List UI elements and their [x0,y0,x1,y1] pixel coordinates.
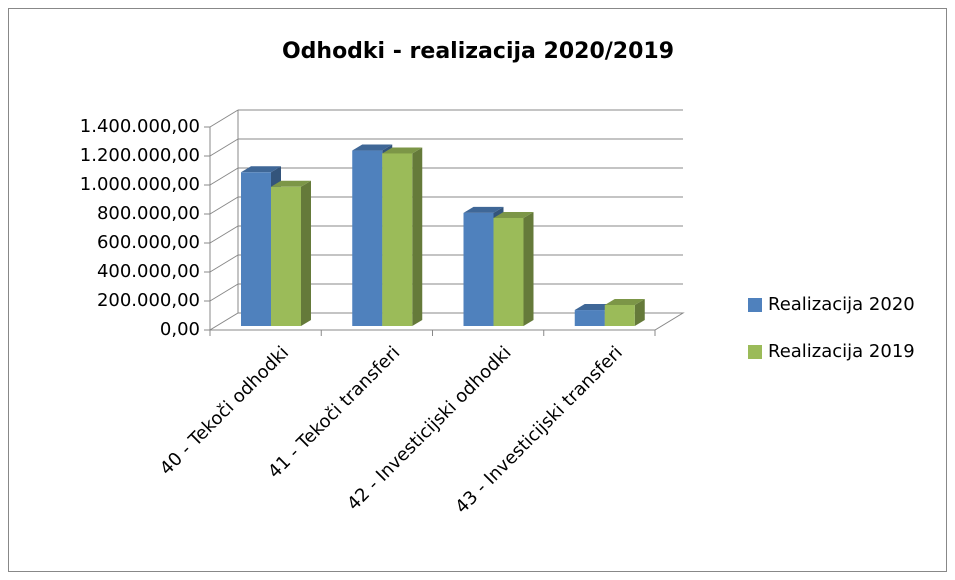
grid-line [209,138,239,157]
bar [352,150,383,326]
legend-swatch [748,345,762,359]
y-tick-label: 1.200.000,00 [80,145,200,166]
bar-side [301,180,311,326]
bar-side [412,147,423,326]
bar-top [241,166,281,173]
legend-label: Realizacija 2020 [768,294,915,315]
bar-side [523,211,534,326]
chart-title: Odhodki - realizacija 2020/2019 [282,39,674,64]
bar-top [463,206,504,213]
bar [574,310,605,326]
bar [271,186,301,326]
grid-line [209,196,239,215]
y-tick-label: 400.000,00 [97,261,200,282]
y-tick-label: 600.000,00 [97,232,200,253]
bar [463,212,494,326]
y-tick-label: 800.000,00 [97,203,200,224]
bar-top [352,144,393,151]
bar [604,304,635,326]
grid-line [209,167,239,186]
y-tick-label: 1.400.000,00 [80,116,200,137]
y-tick-label: 1.000.000,00 [80,174,200,195]
grid-line [209,283,239,302]
bar-top [493,211,534,218]
bar-top [604,298,645,305]
bar-top [382,147,423,154]
bar [382,153,413,326]
bar [493,217,524,326]
legend-label: Realizacija 2019 [768,341,915,362]
legend-swatch [748,298,762,312]
bar-side [634,298,645,326]
y-tick-label: 0,00 [160,319,200,340]
grid-line [209,109,239,128]
y-tick-label: 200.000,00 [97,290,200,311]
grid-line [209,225,239,244]
grid-line [209,254,239,273]
bar-top [271,180,311,187]
floor [208,312,685,331]
bar [241,172,271,326]
